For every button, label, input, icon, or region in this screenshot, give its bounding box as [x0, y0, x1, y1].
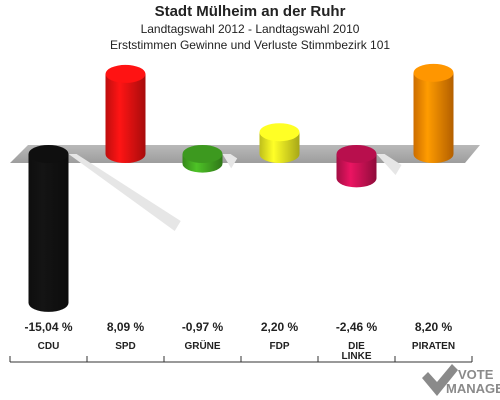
bar-shadow [222, 154, 238, 169]
category-label: CDU [38, 341, 60, 352]
category-label: GRÜNE [184, 339, 220, 352]
value-label: 8,09 % [107, 320, 145, 334]
bar-cap [413, 63, 454, 82]
bar-piraten [413, 72, 454, 163]
category-label: SPD [115, 341, 136, 352]
category-label: PIRATEN [412, 341, 455, 352]
bar-cdu [28, 154, 69, 312]
category-label: LINKE [342, 351, 372, 362]
value-label: -15,04 % [24, 320, 72, 334]
votemanager-logo: VOTE MANAGER [422, 364, 500, 396]
bar-die-linke [336, 154, 377, 188]
checkmark-icon [422, 364, 458, 396]
bar-cap [182, 145, 223, 163]
chart-subsubtitle: Erststimmen Gewinne und Verluste Stimmbe… [109, 38, 391, 52]
value-label: 2,20 % [261, 320, 299, 334]
value-label: 8,20 % [415, 320, 453, 334]
bar-cap [105, 64, 146, 83]
bar-cap [336, 145, 377, 163]
logo-line2: MANAGER [446, 381, 500, 396]
bar-cap [259, 123, 300, 142]
bar-cap [28, 145, 69, 163]
category-label: DIE [348, 341, 365, 352]
bar-shadow [376, 154, 402, 175]
logo-line1: VOTE [458, 367, 494, 382]
bar-spd [105, 73, 146, 163]
value-label: -0,97 % [182, 320, 224, 334]
chart-title: Stadt Mülheim an der Ruhr [154, 3, 346, 20]
chart-subtitle: Landtagswahl 2012 - Landtagswahl 2010 [140, 22, 360, 36]
category-label: FDP [270, 341, 290, 352]
value-label: -2,46 % [336, 320, 378, 334]
bar-shadow [68, 154, 181, 232]
